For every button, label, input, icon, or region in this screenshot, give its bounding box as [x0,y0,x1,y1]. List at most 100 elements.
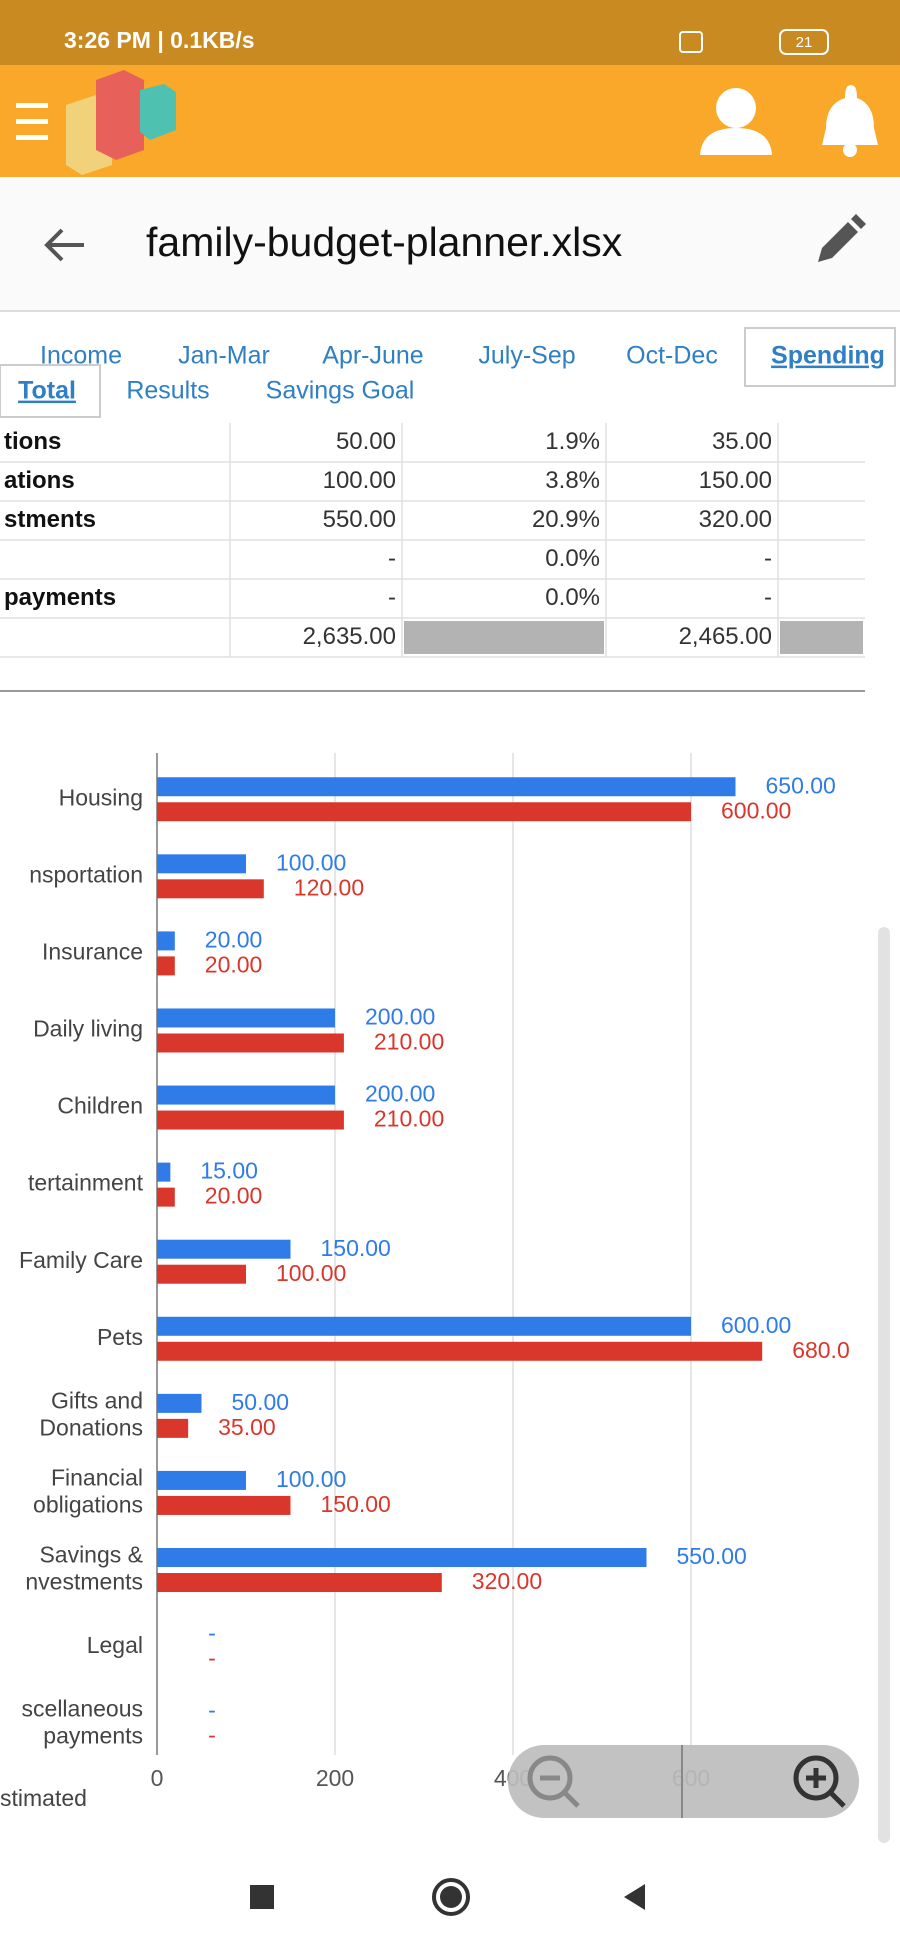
category-label: Savings & [39,1542,143,1568]
recents-button[interactable] [250,1885,274,1909]
bar [157,879,264,899]
scrollbar [878,927,890,1843]
category-label: Legal [87,1632,143,1658]
category-label: obligations [33,1492,143,1518]
cell-value: 0.0% [545,545,600,572]
category-label: tertainment [28,1170,144,1196]
back-nav-button[interactable] [624,1884,645,1910]
file-name: family-budget-planner.xlsx [146,219,623,265]
category-label: Housing [59,784,143,810]
bar [157,777,736,797]
category-label: nvestments [25,1569,143,1595]
row-label: tions [4,428,61,455]
bar [157,931,175,951]
selected-tab-frame [0,364,101,418]
data-label: 200.00 [365,1081,435,1107]
sheet-tab[interactable]: Apr-June [322,342,423,370]
cell-value: - [764,584,772,611]
category-label: Family Care [19,1247,143,1273]
bar [157,1316,691,1336]
shaded-cell [780,621,863,654]
app-logo [66,70,176,175]
cell-value: 3.8% [545,467,600,494]
cell-value: - [388,545,396,572]
zoom-in-button[interactable] [793,1755,846,1808]
back-button[interactable] [44,228,84,262]
data-label: 200.00 [365,1004,435,1030]
bar [157,1573,442,1593]
data-label: 20.00 [205,926,263,952]
home-button[interactable] [432,1878,470,1916]
data-label: 120.00 [294,874,364,900]
x-tick-label: 0 [151,1765,164,1791]
data-label: 650.00 [766,772,836,798]
data-label: 100.00 [276,1260,346,1286]
cell-value: 320.00 [699,506,772,533]
bar [157,1264,246,1284]
bar [157,1008,335,1028]
zoom-control [508,1745,859,1818]
cell-value: - [764,545,772,572]
cell-value: 1.9% [545,428,600,455]
sheet-tab[interactable]: Total [18,377,76,405]
bar [157,1085,335,1105]
category-label: nsportation [29,861,143,887]
data-label: 15.00 [200,1158,258,1184]
row-label: payments [4,584,116,611]
data-label: 20.00 [205,1183,263,1209]
row-label: ations [4,467,75,494]
status-icons [679,29,829,55]
data-label: 600.00 [721,1312,791,1338]
sheet-tab[interactable]: Jan-Mar [178,342,270,370]
sheet-tab[interactable]: July-Sep [478,342,575,370]
sheet-tab[interactable]: Savings Goal [266,377,415,405]
bar [157,1470,246,1490]
category-label: payments [43,1723,143,1749]
category-label: Daily living [33,1016,143,1042]
cell-value: 2,465.00 [679,623,772,650]
battery-level: 21 [796,34,813,51]
category-label: Gifts and [51,1387,143,1413]
cell-value: 100.00 [323,467,396,494]
bar [157,1548,647,1568]
cell-value: 550.00 [323,506,396,533]
category-label: Donations [39,1414,143,1440]
cell-value: 20.9% [532,506,600,533]
category-label: Financial [51,1465,143,1491]
edit-button[interactable] [818,214,866,262]
bar [157,802,691,822]
data-label: 550.00 [677,1543,747,1569]
data-label: 100.00 [276,849,346,875]
bar [157,1341,763,1361]
sheet-tabs: Income Jan-Mar Apr-June July-Sep Oct-Dec Spen… [0,327,896,418]
menu-button[interactable] [16,103,48,140]
profile-button[interactable] [700,88,772,155]
sheet-tab[interactable]: Oct-Dec [626,342,718,370]
data-label: 680.0 [792,1337,850,1363]
cell-value: 50.00 [336,428,396,455]
row-label: stments [4,506,96,533]
bar [157,1239,291,1259]
bar [157,1162,171,1182]
bar [157,956,175,976]
notifications-button[interactable] [822,85,878,157]
title-bar [0,177,900,311]
data-label: - [208,1620,216,1646]
data-label: - [208,1645,216,1671]
category-label: Pets [97,1324,143,1350]
bar [157,1110,344,1130]
sheet-tab[interactable]: Results [126,377,209,405]
bar [157,1187,175,1207]
selected-tab-frame [744,327,896,387]
x-tick-label: 200 [316,1765,354,1791]
sheet-tab[interactable]: Spending [771,342,885,370]
data-label: 150.00 [321,1491,391,1517]
cell-value: 150.00 [699,467,772,494]
data-label: 150.00 [321,1235,391,1261]
data-label: - [208,1722,216,1748]
zoom-out-button[interactable] [527,1755,580,1808]
category-label: Insurance [42,938,143,964]
footer-label: stimated [0,1785,87,1811]
cell-value: 35.00 [712,428,772,455]
